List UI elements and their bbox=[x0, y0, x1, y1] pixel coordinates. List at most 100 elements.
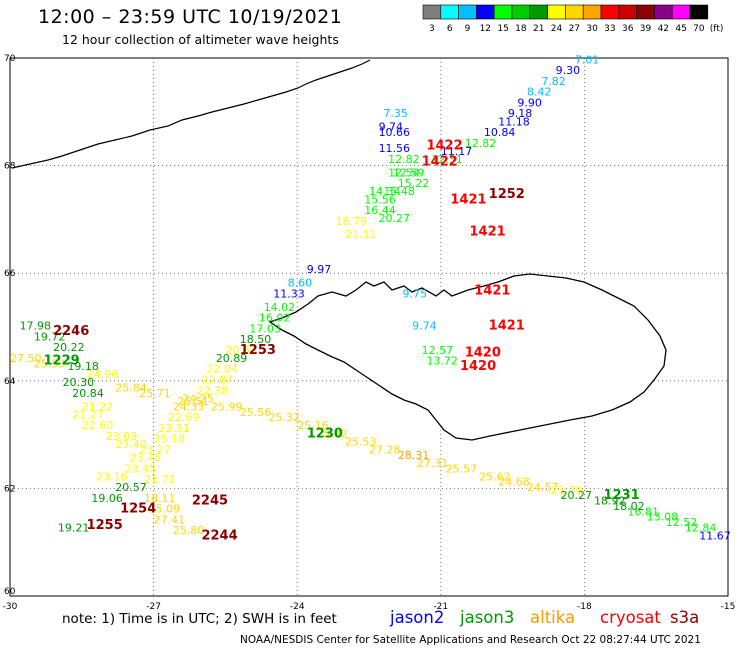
wave-height-label: 9.90 bbox=[517, 96, 542, 109]
wave-height-label: 14.02 bbox=[264, 301, 296, 314]
wave-height-label: 20.30 bbox=[63, 376, 95, 389]
colorbar-label: 9 bbox=[465, 24, 471, 34]
chart-title: 12:00 – 23:59 UTC 10/19/2021 bbox=[38, 6, 343, 28]
wave-height-label: 24.96 bbox=[87, 368, 119, 381]
wave-height-label: 19.21 bbox=[58, 521, 90, 534]
wave-height-label: 20.27 bbox=[379, 212, 411, 225]
wave-height-label: 27.41 bbox=[154, 513, 186, 526]
y-tick-label: 60 bbox=[4, 587, 16, 597]
satellite-legend-jason3: jason3 bbox=[460, 608, 515, 627]
wave-height-label: 28.31 bbox=[398, 449, 430, 462]
wave-height-label: 10.66 bbox=[379, 126, 411, 139]
wave-height-label: 22.38 bbox=[197, 384, 229, 397]
wave-height-label: 11.67 bbox=[699, 530, 731, 543]
wave-height-label: 17.03 bbox=[249, 322, 280, 335]
wave-height-label: 8.60 bbox=[288, 277, 313, 290]
greenland-coastline bbox=[11, 59, 371, 169]
satellite-legend-jason2: jason2 bbox=[390, 608, 445, 627]
wave-height-label: 20.22 bbox=[53, 341, 85, 354]
x-tick-label: -21 bbox=[433, 602, 448, 612]
y-tick-label: 64 bbox=[4, 377, 16, 387]
x-tick-label: -24 bbox=[290, 602, 305, 612]
wave-height-label: 17.98 bbox=[20, 320, 52, 333]
wave-height-label: 25.53 bbox=[34, 357, 66, 370]
wave-height-label: 18.79 bbox=[335, 215, 367, 228]
wave-height-label: 25.16 bbox=[297, 419, 329, 432]
wave-height-label: 11.17 bbox=[441, 145, 473, 158]
wave-height-label: 25.71 bbox=[139, 387, 171, 400]
pass-time-label: 1254 bbox=[120, 502, 156, 517]
pass-time-label: 1252 bbox=[489, 187, 525, 202]
colorbar-label: 45 bbox=[675, 24, 686, 34]
colorbar-label: 36 bbox=[622, 24, 634, 34]
wave-height-label: 15.48 bbox=[383, 185, 415, 198]
colorbar-swatch bbox=[689, 4, 709, 20]
wave-height-label: 23.46 bbox=[130, 452, 162, 465]
wave-height-label: 15.56 bbox=[364, 193, 396, 206]
wave-height-label: 27.31 bbox=[417, 457, 449, 470]
wave-height-label: 11.33 bbox=[273, 287, 305, 300]
wave-height-label: 24.68 bbox=[498, 476, 530, 489]
colorbar-legend: 3 6 9 12 15 18 21 24 27 30 33 36 39 42 45 70 (ft) bbox=[422, 4, 723, 34]
axis-tick-labels: -30 -27 -24 -21 -18 -15 60 62 64 66 68 70 bbox=[3, 54, 736, 612]
wave-height-label: 25.18 bbox=[154, 433, 186, 446]
pass-time-label: 1230 bbox=[307, 426, 343, 441]
wave-height-label: 20.27 bbox=[560, 489, 592, 502]
wave-height-label: 23.45 bbox=[125, 462, 157, 475]
wave-height-label: 12.59 bbox=[393, 166, 425, 179]
wave-height-label: 25.99 bbox=[211, 400, 243, 413]
wave-height-label: 27.28 bbox=[369, 443, 401, 456]
wave-height-label: 22.60 bbox=[82, 419, 114, 432]
satellite-legend-s3a: s3a bbox=[670, 608, 700, 627]
wave-height-label: 9.74 bbox=[412, 320, 437, 333]
satellite-legend-cryosat: cryosat bbox=[600, 608, 661, 627]
wave-height-labels: 7.019.307.828.429.909.1811.1810.8412.821… bbox=[10, 53, 731, 542]
wave-height-label: 16.02 bbox=[259, 312, 291, 325]
wave-height-label: 25.57 bbox=[446, 462, 478, 475]
y-tick-label: 62 bbox=[4, 484, 15, 494]
wave-height-label: 23.51 bbox=[158, 422, 190, 435]
wave-height-label: 12.84 bbox=[685, 521, 717, 534]
wave-height-label: 9.18 bbox=[508, 107, 533, 120]
satellite-legend-altika: altika bbox=[530, 608, 576, 627]
satellite-pass-times: 1422142212521421142114211421142014201253… bbox=[44, 138, 640, 543]
pass-time-label: 2244 bbox=[201, 529, 237, 544]
pass-time-label: 1421 bbox=[474, 284, 510, 299]
pass-time-label: 2245 bbox=[192, 494, 228, 509]
pass-time-label: 2246 bbox=[53, 324, 89, 339]
pass-time-label: 1422 bbox=[426, 138, 462, 153]
credit-line: NOAA/NESDIS Center for Satellite Applica… bbox=[240, 634, 701, 646]
colorbar-label: 30 bbox=[586, 24, 598, 34]
wave-height-label: 20.57 bbox=[115, 481, 147, 494]
x-tick-label: -27 bbox=[146, 602, 161, 612]
coastline-layer bbox=[11, 59, 667, 441]
wave-height-label: 24.33 bbox=[173, 400, 205, 413]
pass-time-label: 1420 bbox=[460, 359, 496, 374]
pass-time-label: 1421 bbox=[450, 192, 486, 207]
wave-height-label: 23.27 bbox=[139, 443, 171, 456]
wave-height-label: 21.71 bbox=[144, 473, 176, 486]
wave-height-label: 12.82 bbox=[465, 137, 497, 150]
iceland-outline bbox=[268, 273, 667, 441]
pass-time-label: 1229 bbox=[44, 354, 80, 369]
colorbar-label: 15 bbox=[497, 24, 508, 34]
wave-height-label: 18.02 bbox=[613, 500, 645, 513]
wave-height-label: 12.57 bbox=[422, 344, 454, 357]
wave-height-label: 20.63 bbox=[225, 344, 257, 357]
pass-time-label: 1421 bbox=[470, 225, 506, 240]
wave-height-label: 22.87 bbox=[201, 373, 233, 386]
colorbar-label: 21 bbox=[533, 24, 544, 34]
wave-height-label: 13.72 bbox=[426, 355, 458, 368]
wave-height-label: 9.75 bbox=[403, 287, 428, 300]
colorbar-label: 42 bbox=[658, 24, 669, 34]
pass-time-label: 1421 bbox=[489, 319, 525, 334]
wave-height-label: 24.25 bbox=[182, 392, 214, 405]
wave-height-label: 19.72 bbox=[34, 330, 66, 343]
wave-height-label: 18.92 bbox=[594, 495, 626, 508]
wave-height-label: 9.74 bbox=[379, 121, 404, 134]
colorbar-label: 39 bbox=[640, 24, 652, 34]
pass-time-label: 1420 bbox=[465, 346, 501, 361]
wave-height-label: 18.11 bbox=[144, 492, 176, 505]
wave-height-label: 18.50 bbox=[240, 333, 272, 346]
